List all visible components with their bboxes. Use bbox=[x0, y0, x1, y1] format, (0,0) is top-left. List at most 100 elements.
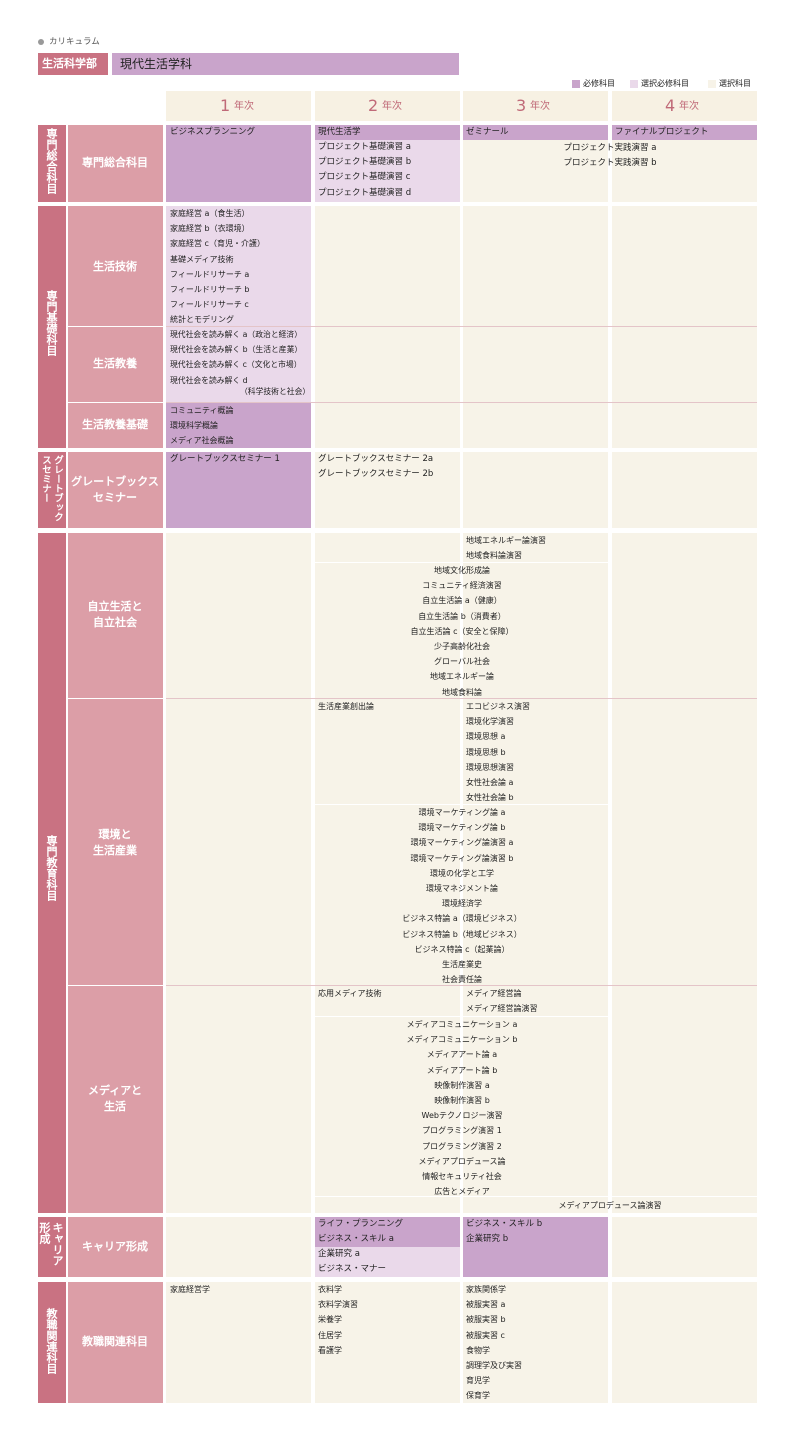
department-bar bbox=[112, 53, 459, 75]
cell-block2-year4 bbox=[612, 206, 757, 448]
course-life_culture-3: 現代社会を読み解く d bbox=[170, 375, 248, 385]
course-life_tech-6: フィールドリサーチ c bbox=[170, 300, 249, 310]
year-header-1 bbox=[166, 91, 311, 121]
course-c3-0: ゼミナール bbox=[466, 127, 509, 137]
course-life_culture-0: 現代社会を読み解く a（政治と経済） bbox=[170, 330, 303, 339]
course-life_tech-4: フィールドリサーチ a bbox=[170, 269, 250, 279]
block1-year1-required bbox=[166, 125, 311, 202]
course-c34-0: プロジェクト実践演習 a bbox=[563, 143, 657, 153]
group-4-bar bbox=[38, 533, 66, 1213]
sub-1-label: 専門総合科目 bbox=[82, 156, 148, 169]
course-media23-6: Webテクノロジー演習 bbox=[421, 1111, 503, 1121]
year-2-number: 2 bbox=[368, 96, 379, 115]
cell-block2-year3 bbox=[463, 206, 608, 448]
course-life_culture-1: 現代社会を読み解く b（生活と産業） bbox=[170, 345, 303, 355]
sub-8-label: メディアと 生活 bbox=[87, 1084, 143, 1113]
course-indep23-1: コミュニティ経済演習 bbox=[422, 581, 502, 591]
course-teach3-6: 育児学 bbox=[466, 1376, 490, 1386]
course-media34-0: メディアプロデュース論演習 bbox=[558, 1201, 662, 1210]
course-media23-4: 映像制作演習 a bbox=[434, 1080, 490, 1090]
sep-life-tech bbox=[166, 326, 757, 327]
course-life_basic-0: コミュニティ概論 bbox=[170, 406, 234, 415]
course-env3-3: 環境思想 b bbox=[466, 747, 506, 757]
sub-6-box bbox=[68, 533, 163, 698]
course-teach3-2: 被服実習 b bbox=[466, 1315, 506, 1325]
block2-year1-required bbox=[166, 403, 311, 448]
group-1-bar bbox=[38, 125, 66, 202]
course-teach2-2: 栄養学 bbox=[318, 1315, 342, 1325]
block1-year4-required bbox=[612, 125, 757, 140]
course-teach1-0: 家庭経営学 bbox=[170, 1285, 210, 1294]
block5-year3-required bbox=[463, 1217, 608, 1277]
course-env23-6: 環境経済学 bbox=[442, 899, 482, 909]
course-career3-0: ビジネス・スキル b bbox=[466, 1219, 543, 1229]
sub-3-box bbox=[68, 327, 163, 402]
course-env23-9: ビジネス特論 c（起業論） bbox=[414, 944, 510, 954]
block1-year2-elective-required bbox=[315, 140, 460, 202]
legend-elective-required-swatch bbox=[630, 80, 638, 88]
course-env23-1: 環境マーケティング論 b bbox=[418, 823, 506, 833]
course-media23-1: メディアコミュニケーション b bbox=[406, 1035, 518, 1045]
group-2-label: 専門基礎科目 bbox=[45, 290, 58, 356]
faculty-label: 生活科学部 bbox=[42, 57, 97, 70]
course-career2_req-1: ビジネス・スキル a bbox=[318, 1234, 394, 1245]
sep-indep bbox=[166, 698, 757, 699]
sub-2-box bbox=[68, 206, 163, 326]
group-2-bar bbox=[38, 206, 66, 448]
legend-elective-label: 選択科目 bbox=[719, 79, 751, 88]
legend-required-swatch bbox=[572, 80, 580, 88]
course-indep23-6: グローバル社会 bbox=[434, 657, 490, 667]
course-indep23-3: 自立生活論 b（消費者） bbox=[418, 611, 506, 621]
cell-block5-year1 bbox=[166, 1217, 311, 1277]
sep-indep-inner bbox=[315, 562, 608, 563]
course-life_tech-0: 家庭経営 a（食生活） bbox=[170, 209, 250, 218]
sub-9-box bbox=[68, 1217, 163, 1277]
course-life-culture-note: （科学技術と社会） bbox=[240, 387, 311, 396]
course-indep23-4: 自立生活論 c（安全と保障） bbox=[410, 626, 514, 636]
sub-9-label: キャリア形成 bbox=[82, 1240, 148, 1253]
course-env23-7: ビジネス特論 a（環境ビジネス） bbox=[402, 914, 522, 924]
course-indep23-7: 地域エネルギー論 bbox=[430, 672, 494, 682]
course-media23-9: メディアプロデュース論 bbox=[418, 1156, 506, 1166]
course-teach2-3: 住居学 bbox=[318, 1330, 342, 1340]
block1-year2-required bbox=[315, 125, 460, 140]
course-c34-1: プロジェクト実践演習 b bbox=[563, 158, 657, 169]
course-env23-2: 環境マーケティング論演習 a bbox=[410, 838, 514, 848]
group-6-label: 教職関連科目 bbox=[45, 1308, 58, 1374]
course-env3-1: 環境化学演習 bbox=[466, 717, 514, 727]
cell-block5-year4 bbox=[612, 1217, 757, 1277]
course-indep23-0: 地域文化形成論 bbox=[434, 566, 490, 575]
course-indep3-1: 地域食料論演習 bbox=[466, 551, 522, 561]
course-indep23-2: 自立生活論 a（健康） bbox=[422, 596, 502, 606]
year-4-number: 4 bbox=[665, 96, 676, 115]
course-media3-1: メディア経営論演習 bbox=[466, 1004, 538, 1014]
cell-block4-year4 bbox=[612, 533, 757, 1213]
year-3-number: 3 bbox=[516, 96, 527, 115]
year-header-4 bbox=[612, 91, 757, 121]
group-4-label: 専門教育科目 bbox=[45, 835, 58, 901]
course-c2b-0: プロジェクト基礎演習 a bbox=[318, 142, 411, 152]
course-career2_el-0: 企業研究 a bbox=[318, 1249, 360, 1259]
cell-block6-year1 bbox=[166, 1282, 311, 1403]
block5-year2-required bbox=[315, 1217, 460, 1247]
group-6-bar bbox=[38, 1282, 66, 1403]
sub-4-label: 生活教養基礎 bbox=[82, 418, 148, 431]
sub-8-box bbox=[68, 986, 163, 1213]
course-teach3-0: 家族関係学 bbox=[466, 1285, 506, 1294]
sub-4-box bbox=[68, 403, 163, 448]
faculty-badge bbox=[38, 53, 108, 75]
sub-6-label: 自立生活と 自立社会 bbox=[87, 600, 143, 629]
course-env3-2: 環境思想 a bbox=[466, 732, 506, 742]
cell-block6-year4 bbox=[612, 1282, 757, 1403]
sep-life-culture bbox=[166, 402, 757, 403]
course-env3-0: エコビジネス演習 bbox=[466, 702, 530, 711]
course-gb1-0: グレートブックスセミナー 1 bbox=[170, 454, 280, 464]
course-gb2-1: グレートブックスセミナー 2b bbox=[318, 469, 434, 480]
sub-7-box bbox=[68, 699, 163, 985]
course-life_tech-5: フィールドリサーチ b bbox=[170, 285, 250, 294]
group-1-label: 専門総合科目 bbox=[45, 128, 58, 194]
legend-required-label: 必修科目 bbox=[583, 79, 615, 88]
year-3-label: 年次 bbox=[530, 101, 550, 112]
course-env23-0: 環境マーケティング論 a bbox=[418, 808, 506, 817]
cell-block6-year2 bbox=[315, 1282, 460, 1403]
